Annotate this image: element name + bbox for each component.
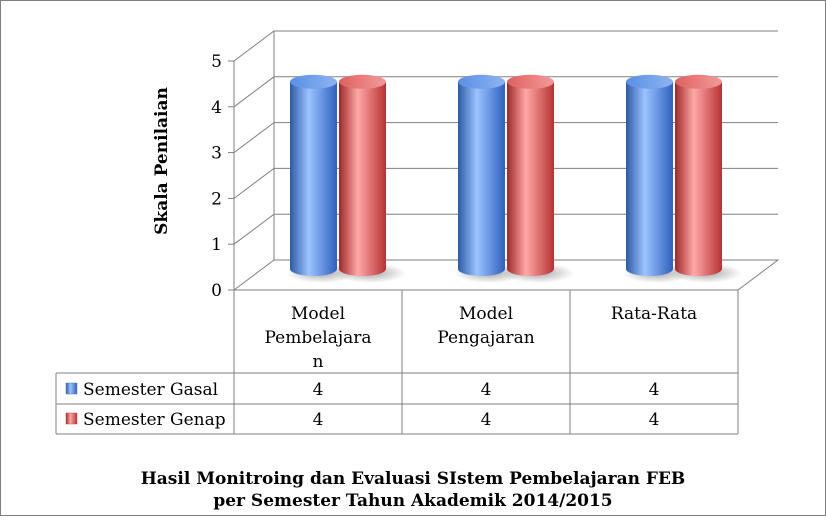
legend-label: Semester Genap (83, 410, 226, 430)
legend-swatch (65, 382, 78, 395)
gridline (233, 213, 778, 245)
x-tick-label: n (313, 352, 324, 372)
data-value-label: 4 (481, 380, 492, 400)
bar-genap (503, 74, 574, 283)
bar-genap (335, 74, 406, 283)
y-tick-label: 3 (211, 144, 222, 164)
legend-swatch (65, 412, 78, 425)
bars (286, 74, 742, 283)
y-axis-label: Skala Penilaian (152, 87, 172, 235)
chart-title: Hasil Monitroing dan Evaluasi SIstem Pem… (141, 469, 686, 511)
data-value-label: 4 (649, 380, 660, 400)
bar-top (507, 74, 554, 89)
chart-title-line: per Semester Tahun Akademik 2014/2015 (213, 491, 612, 511)
bar-top (626, 74, 673, 89)
bar-body (626, 81, 673, 277)
y-tick-label: 2 (211, 189, 222, 209)
y-tick-label: 1 (211, 235, 222, 255)
bar-top (675, 74, 722, 89)
legend-label: Semester Gasal (83, 380, 218, 400)
data-value-label: 4 (313, 410, 324, 430)
bar-body (339, 81, 386, 277)
data-value-label: 4 (313, 380, 324, 400)
bar-top (458, 74, 505, 89)
y-axis-ticks: 0 1 2 3 4 5 (211, 52, 234, 301)
x-tick-label: Pengajaran (437, 328, 534, 348)
y-tick-label: 4 (211, 98, 222, 118)
data-value-label: 4 (481, 410, 492, 430)
bar-top (290, 74, 337, 89)
x-tick-label: Model (459, 304, 513, 324)
y-tick-label: 5 (211, 52, 222, 72)
x-tick-label: Model (291, 304, 345, 324)
gridline (233, 30, 778, 62)
data-table: Model Pembelajara n Model Pengajaran Rata-Rat… (55, 290, 739, 435)
chart-title-line: Hasil Monitroing dan Evaluasi SIstem Pem… (141, 469, 686, 489)
bar-body (675, 81, 722, 277)
x-tick-label: Pembelajara (264, 328, 371, 348)
bar-genap (671, 74, 742, 283)
gridline (233, 76, 778, 108)
y-tick-label: 0 (211, 281, 222, 301)
x-tick-label: Rata-Rata (611, 304, 697, 324)
gridline (233, 167, 778, 199)
bar-body (507, 81, 554, 277)
gridline (233, 122, 778, 154)
gridlines (233, 30, 778, 245)
bar-top (339, 74, 386, 89)
bar-body (458, 81, 505, 277)
data-value-label: 4 (649, 410, 660, 430)
bar-body (290, 81, 337, 277)
